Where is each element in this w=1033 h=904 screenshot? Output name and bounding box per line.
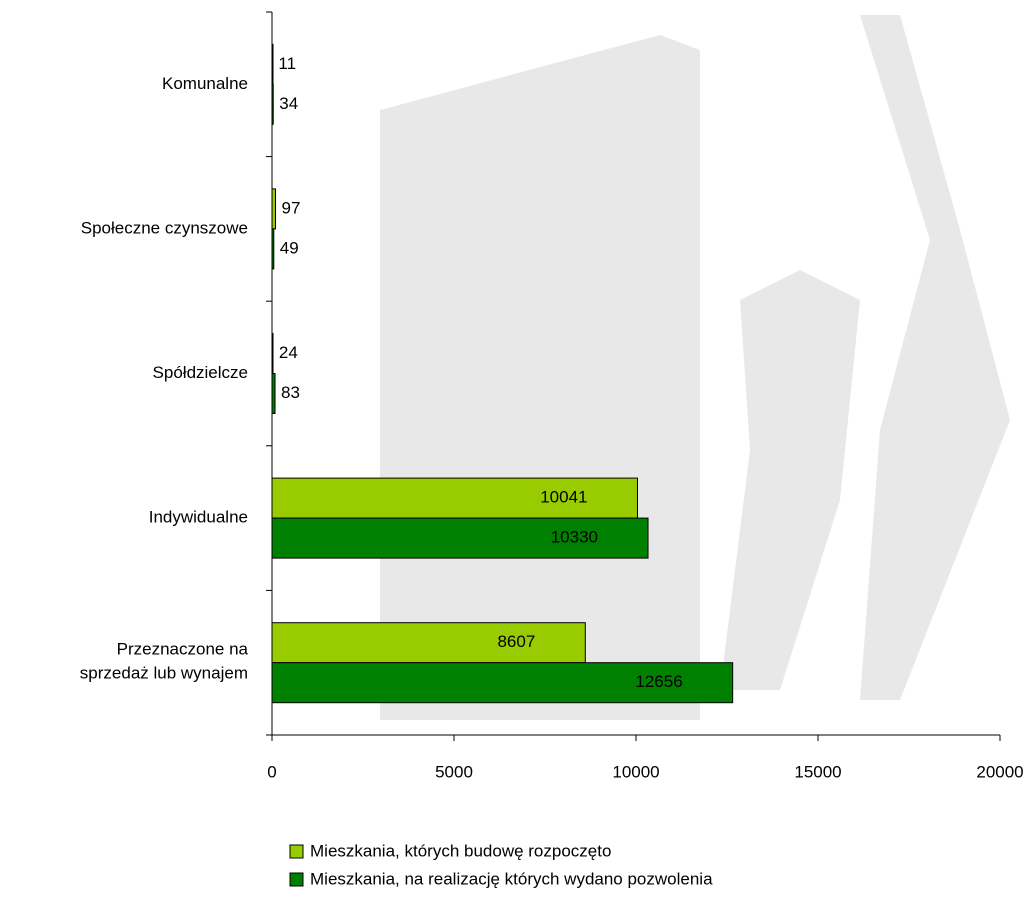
x-tick-label: 15000 [794,762,841,781]
value-label: 34 [279,94,298,113]
value-label: 10041 [540,488,587,507]
category-label: Przeznaczone na sprzedaż lub wynajem [80,640,249,683]
x-tick-label: 20000 [976,762,1023,781]
bar [271,517,649,559]
value-label: 10330 [551,528,598,547]
category-label: Spółdzielcze [153,363,248,382]
bar [271,83,274,125]
x-tick-label: 0 [267,762,276,781]
x-tick-label: 5000 [435,762,473,781]
category-label: Społeczne czynszowe [81,218,248,237]
legend-label: Mieszkania, których budowę rozpoczęto [310,841,611,860]
x-tick-label: 10000 [612,762,659,781]
value-label: 8607 [497,632,535,651]
bar [271,333,274,374]
background-illustration [380,15,1010,720]
value-label: 24 [279,343,298,362]
value-label: 83 [281,383,300,402]
legend-swatch [289,872,304,887]
category-label: Indywidualne [149,508,248,527]
bar [271,188,277,230]
category-label: Komunalne [162,74,248,93]
bar [271,228,275,270]
bar [271,43,274,85]
bar [271,477,638,519]
bar [271,373,276,414]
legend-label: Mieszkania, na realizację których wydano… [310,869,713,888]
value-label: 97 [282,198,301,217]
value-label: 49 [280,238,299,257]
value-label: 11 [278,54,296,73]
value-label: 12656 [635,672,682,691]
bar [271,662,734,704]
bar [271,622,586,664]
legend-swatch [289,844,304,859]
